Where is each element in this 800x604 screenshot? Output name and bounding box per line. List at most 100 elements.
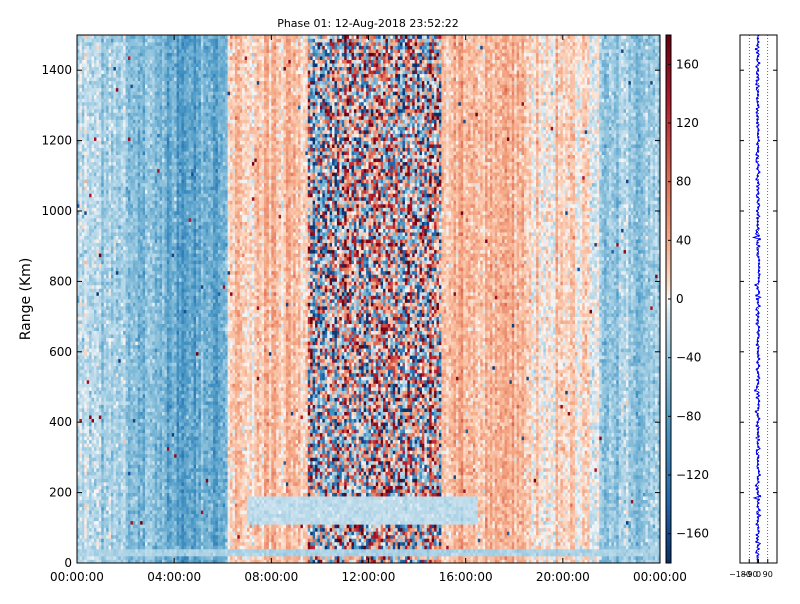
heatmap-cell xyxy=(111,369,114,374)
heatmap-cell xyxy=(140,130,143,134)
heatmap-cell xyxy=(145,144,148,148)
heatmap-cell xyxy=(149,38,153,43)
heatmap-cell xyxy=(79,228,83,233)
heatmap-cell xyxy=(135,274,139,279)
heatmap-cell xyxy=(79,503,83,508)
heatmap-cell xyxy=(91,534,95,539)
heatmap-cell xyxy=(91,327,95,332)
heatmap-cell xyxy=(79,200,83,205)
heatmap-cell xyxy=(81,555,85,560)
heatmap-cell xyxy=(106,105,109,110)
heatmap-cell xyxy=(118,277,122,282)
heatmap-cell xyxy=(147,538,151,543)
heatmap-cell xyxy=(145,242,148,247)
heatmap-cell xyxy=(101,457,105,462)
heatmap-cell xyxy=(81,277,85,282)
heatmap-cell xyxy=(101,330,105,335)
heatmap-cell xyxy=(108,249,112,254)
heatmap-cell xyxy=(96,534,100,539)
heatmap-cell xyxy=(81,66,85,71)
heatmap-cell xyxy=(91,200,95,205)
heatmap-cell xyxy=(94,196,97,201)
heatmap-cell xyxy=(130,277,134,282)
heatmap-cell xyxy=(111,168,114,173)
heatmap-cell xyxy=(91,77,95,82)
heatmap-cell xyxy=(125,179,129,184)
heatmap-cell xyxy=(98,263,102,268)
heatmap-cell xyxy=(111,105,114,110)
heatmap-cell xyxy=(86,228,90,233)
heatmap-cell xyxy=(81,379,85,384)
heatmap-cell xyxy=(132,369,136,374)
heatmap-cell xyxy=(123,531,126,536)
heatmap-cell xyxy=(115,218,119,222)
heatmap-cell xyxy=(132,56,136,60)
heatmap-cell xyxy=(101,66,105,71)
heatmap-cell xyxy=(118,239,122,244)
heatmap-cell xyxy=(125,365,129,370)
heatmap-cell xyxy=(101,337,105,342)
heatmap-cell xyxy=(120,179,124,184)
heatmap-cell xyxy=(157,503,160,508)
heatmap-cell xyxy=(128,355,131,360)
heatmap-cell xyxy=(106,524,109,529)
heatmap-cell xyxy=(77,80,80,85)
heatmap-cell xyxy=(128,115,131,120)
heatmap-cell xyxy=(125,408,129,412)
heatmap-cell xyxy=(103,133,107,138)
heatmap-cell xyxy=(142,207,146,212)
heatmap-cell xyxy=(103,70,107,75)
heatmap-cell xyxy=(111,165,114,170)
heatmap-cell xyxy=(106,119,109,124)
heatmap-cell xyxy=(152,492,156,497)
heatmap-cell xyxy=(113,344,117,349)
heatmap-cell xyxy=(135,534,139,539)
heatmap-cell xyxy=(130,161,134,166)
heatmap-cell xyxy=(130,344,134,349)
heatmap-cell xyxy=(137,555,141,560)
heatmap-cell xyxy=(84,394,88,398)
heatmap-cell xyxy=(118,464,122,469)
heatmap-cell xyxy=(77,196,80,201)
heatmap-cell xyxy=(101,246,105,251)
heatmap-cell xyxy=(154,179,158,184)
heatmap-cell xyxy=(91,341,95,346)
heatmap-cell xyxy=(152,154,156,159)
heatmap-cell xyxy=(130,42,134,46)
heatmap-cell xyxy=(101,189,105,194)
heatmap-cell xyxy=(115,520,119,525)
heatmap-cell xyxy=(154,63,158,68)
heatmap-cell xyxy=(86,284,90,289)
heatmap-cell xyxy=(77,513,80,518)
heatmap-cell xyxy=(101,415,105,420)
heatmap-cell xyxy=(89,108,92,113)
heatmap-cell xyxy=(103,425,107,430)
heatmap-cell xyxy=(81,365,85,370)
heatmap-cell xyxy=(152,196,156,201)
heatmap-cell xyxy=(84,256,88,261)
heatmap-cell xyxy=(96,101,100,106)
heatmap-cell xyxy=(106,313,109,317)
heatmap-cell xyxy=(147,288,151,293)
heatmap-cell xyxy=(81,422,85,427)
heatmap-cell xyxy=(94,555,97,560)
heatmap-cell xyxy=(113,144,117,148)
heatmap-cell xyxy=(125,492,129,497)
heatmap-cell xyxy=(137,59,141,64)
heatmap-cell xyxy=(84,172,88,177)
heatmap-cell xyxy=(154,235,158,240)
heatmap-cell xyxy=(106,133,109,138)
heatmap-cell xyxy=(79,154,83,159)
heatmap-cell xyxy=(125,429,129,434)
heatmap-cell xyxy=(130,73,134,78)
heatmap-cell xyxy=(108,446,112,451)
heatmap-cell xyxy=(91,291,95,296)
heatmap-cell xyxy=(149,369,153,374)
heatmap-cell xyxy=(84,158,88,163)
heatmap-cell xyxy=(84,87,88,92)
heatmap-cell xyxy=(96,450,100,455)
heatmap-cell xyxy=(120,218,124,222)
heatmap-cell xyxy=(149,151,153,156)
heatmap-cell xyxy=(94,119,97,124)
heatmap-cell xyxy=(77,59,80,64)
